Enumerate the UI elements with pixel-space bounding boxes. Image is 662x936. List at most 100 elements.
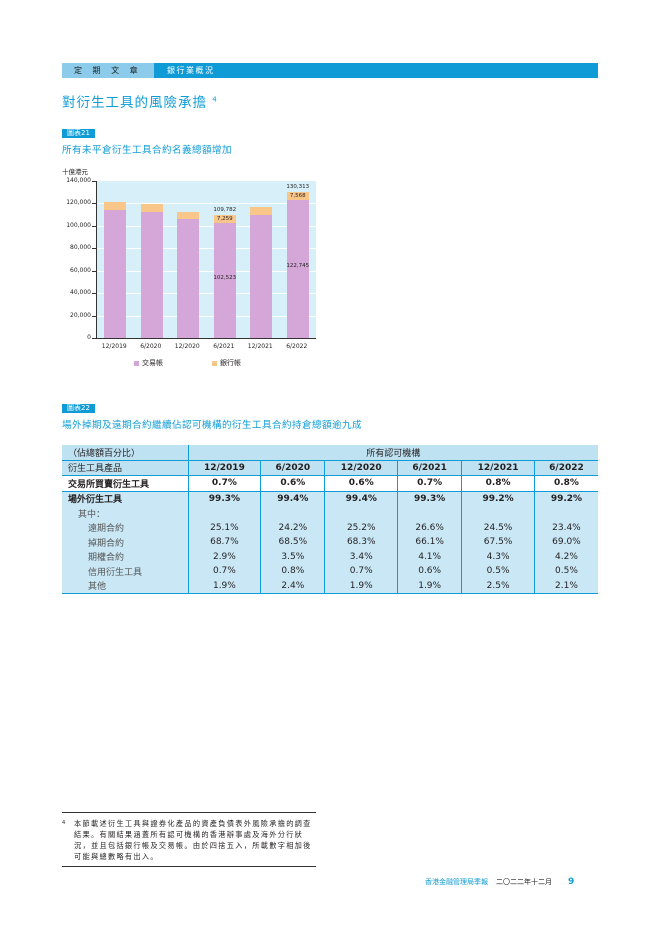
table-row: 場外衍生工具 99.3% 99.4% 99.4% 99.3% 99.2% 99.2% (62, 491, 598, 506)
page-footer: 香港金融管理局季報 二〇二二年十二月 9 (425, 877, 574, 887)
y-tick-mark (92, 315, 97, 317)
row-header-label: 衍生工具產品 (62, 460, 189, 476)
column-header: 12/2020 (324, 460, 398, 476)
data-label-banking: 7,568 (289, 193, 306, 200)
publication-name: 香港金融管理局季報 (425, 878, 488, 886)
table-cell: 0.5% (533, 564, 598, 579)
section-label: 定 期 文 章 (62, 63, 154, 78)
gridline (97, 203, 316, 205)
bar-segment-trading (213, 223, 236, 338)
y-tick-label: 40,000 (70, 289, 91, 297)
legend-label: 銀行帳 (220, 359, 241, 367)
gridline (97, 248, 316, 250)
table-group-label: 所有認可機構 (187, 445, 598, 461)
bar-segment-trading (286, 200, 309, 338)
data-label-trading: 102,523 (213, 274, 237, 281)
y-tick-mark (92, 248, 97, 250)
bar-segment-banking (104, 202, 127, 211)
table-cell (187, 506, 261, 521)
x-tick-label: 6/2021 (213, 343, 235, 350)
table-row: 其中： (62, 506, 598, 521)
publication-date: 二〇二二年十二月 (496, 878, 552, 886)
table-cell: 3.5% (260, 549, 325, 564)
table-cell: 99.3% (187, 491, 261, 506)
stacked-bar (104, 202, 127, 338)
bar-segment-trading (140, 211, 163, 338)
bar-segment-trading (250, 215, 273, 338)
table-cell: 24.5% (461, 520, 535, 535)
table-cell: 2.5% (461, 578, 535, 594)
plot-area: 0 20,000 40,000 60,000 80,000 100,000 120,000 1… (66, 177, 316, 341)
table-cell: 68.3% (324, 535, 398, 550)
footnote: 4 本節載述衍生工具與證券化產品的資產負債表外風險承擔的調查結果。有關結果涵蓋所… (62, 812, 316, 867)
table-cell: 2.9% (187, 549, 261, 564)
x-tick-label: 6/2022 (286, 343, 308, 350)
legend-banking: 銀行帳 (212, 358, 241, 368)
gridline (97, 270, 316, 272)
page-heading: 對衍生工具的風險承擔 4 (62, 91, 218, 111)
column-header: 6/2021 (397, 460, 462, 476)
bar-chart: 十億港元 0 20,000 40,000 60,000 80,000 100,000 120… (62, 162, 322, 372)
table-cell: 66.1% (397, 535, 462, 550)
row-label: 掉期合約 (62, 535, 189, 550)
row-label: 其中： (62, 506, 189, 521)
x-tick-label: 6/2020 (140, 343, 162, 350)
stacked-bar (140, 204, 163, 338)
row-label: 場外衍生工具 (62, 491, 189, 506)
table-cell: 25.1% (187, 520, 261, 535)
bar-segment-banking (177, 211, 200, 220)
table-cell: 26.6% (397, 520, 462, 535)
table-cell: 1.9% (397, 578, 462, 594)
stacked-bar (213, 214, 236, 338)
table-cell: 99.4% (260, 491, 325, 506)
table-group-header: （佔總額百分比） 所有認可機構 (62, 445, 598, 461)
table-cell: 2.4% (260, 578, 325, 594)
table-cell: 24.2% (260, 520, 325, 535)
x-tick-label: 12/2019 (101, 343, 127, 350)
footnote-ref[interactable]: 4 (212, 95, 218, 104)
data-label-trading: 122,745 (286, 263, 310, 270)
table-row: 信用衍生工具 0.7% 0.8% 0.7% 0.6% 0.5% 0.5% (62, 564, 598, 579)
chart21-badge: 圖表21 (62, 129, 95, 138)
column-header: 12/2019 (187, 460, 261, 476)
gridline (97, 225, 316, 227)
row-label: 遠期合約 (62, 520, 189, 535)
data-table: （佔總額百分比） 所有認可機構 衍生工具產品 12/2019 6/2020 12/2… (62, 445, 598, 594)
y-tick-mark (92, 225, 97, 227)
table-cell (461, 506, 535, 521)
table-cell: 0.6% (397, 564, 462, 579)
stacked-bar (286, 191, 309, 338)
table-cell: 0.6% (324, 475, 398, 492)
table-cell (533, 506, 598, 521)
bar-segment-banking (250, 207, 273, 216)
bar-segment-banking (213, 214, 236, 224)
table-cell: 25.2% (324, 520, 398, 535)
footnote-text: 本節載述衍生工具與證券化產品的資產負債表外風險承擔的調查結果。有關結果涵蓋所有認… (74, 819, 312, 861)
table-cell: 0.7% (324, 564, 398, 579)
footnote-number: 4 (62, 820, 67, 826)
table-cell: 68.5% (260, 535, 325, 550)
table-cell: 23.4% (533, 520, 598, 535)
bar-segment-trading (104, 210, 127, 338)
y-tick-label: 20,000 (70, 311, 91, 319)
topic-label: 銀行業概況 (154, 63, 598, 78)
data-label-total: 130,313 (286, 183, 310, 190)
y-tick-label: 100,000 (66, 221, 91, 229)
legend-swatch-icon (134, 360, 139, 366)
y-tick-label: 0 (87, 334, 91, 341)
table-cell: 0.7% (187, 475, 261, 492)
table-column-header: 衍生工具產品 12/2019 6/2020 12/2020 6/2021 12/2021… (62, 460, 598, 476)
table-cell (397, 506, 462, 521)
table-cell: 0.6% (260, 475, 325, 492)
y-tick-mark (92, 293, 97, 295)
y-tick-mark (92, 203, 97, 205)
heading-text: 對衍生工具的風險承擔 (62, 95, 207, 111)
row-label: 其他 (62, 578, 189, 594)
table-cell (324, 506, 398, 521)
x-tick-label: 12/2021 (247, 343, 273, 350)
y-tick-label: 120,000 (66, 199, 91, 207)
table-cell: 0.7% (397, 475, 462, 492)
data-label-banking: 7,259 (216, 216, 233, 223)
bar-segment-banking (140, 204, 163, 212)
column-header: 6/2022 (533, 460, 598, 476)
